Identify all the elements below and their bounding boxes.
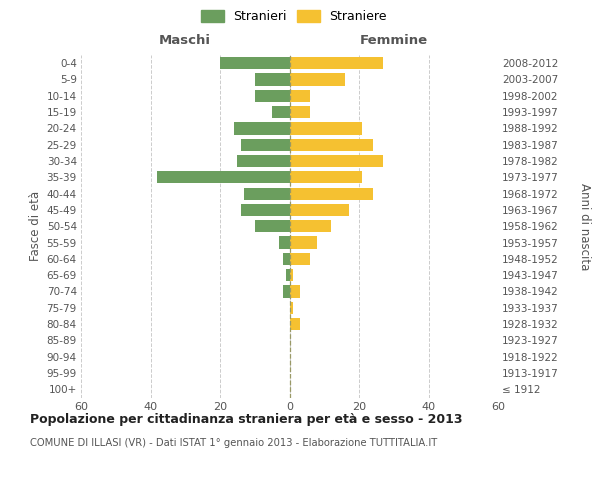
Bar: [290, 286, 300, 298]
Bar: [255, 74, 290, 86]
Text: COMUNE DI ILLASI (VR) - Dati ISTAT 1° gennaio 2013 - Elaborazione TUTTITALIA.IT: COMUNE DI ILLASI (VR) - Dati ISTAT 1° ge…: [30, 438, 437, 448]
Bar: [244, 188, 290, 200]
Bar: [290, 253, 310, 265]
Bar: [290, 269, 293, 281]
Bar: [290, 122, 362, 134]
Bar: [290, 90, 310, 102]
Bar: [238, 155, 290, 167]
Bar: [286, 269, 290, 281]
Text: Maschi: Maschi: [159, 34, 211, 48]
Bar: [290, 204, 349, 216]
Bar: [283, 286, 290, 298]
Bar: [290, 74, 345, 86]
Bar: [279, 236, 290, 248]
Bar: [290, 57, 383, 70]
Bar: [290, 155, 383, 167]
Bar: [234, 122, 290, 134]
Bar: [255, 90, 290, 102]
Bar: [290, 220, 331, 232]
Bar: [255, 220, 290, 232]
Text: Popolazione per cittadinanza straniera per età e sesso - 2013: Popolazione per cittadinanza straniera p…: [30, 412, 463, 426]
Bar: [290, 188, 373, 200]
Bar: [290, 236, 317, 248]
Legend: Stranieri, Straniere: Stranieri, Straniere: [199, 8, 389, 26]
Bar: [157, 171, 290, 183]
Bar: [220, 57, 290, 70]
Bar: [290, 318, 300, 330]
Bar: [241, 204, 290, 216]
Bar: [241, 138, 290, 151]
Y-axis label: Fasce di età: Fasce di età: [29, 191, 43, 262]
Bar: [283, 253, 290, 265]
Bar: [272, 106, 290, 118]
Bar: [290, 171, 362, 183]
Bar: [290, 138, 373, 151]
Bar: [290, 302, 293, 314]
Y-axis label: Anni di nascita: Anni di nascita: [578, 182, 592, 270]
Bar: [290, 106, 310, 118]
Text: Femmine: Femmine: [359, 34, 428, 48]
